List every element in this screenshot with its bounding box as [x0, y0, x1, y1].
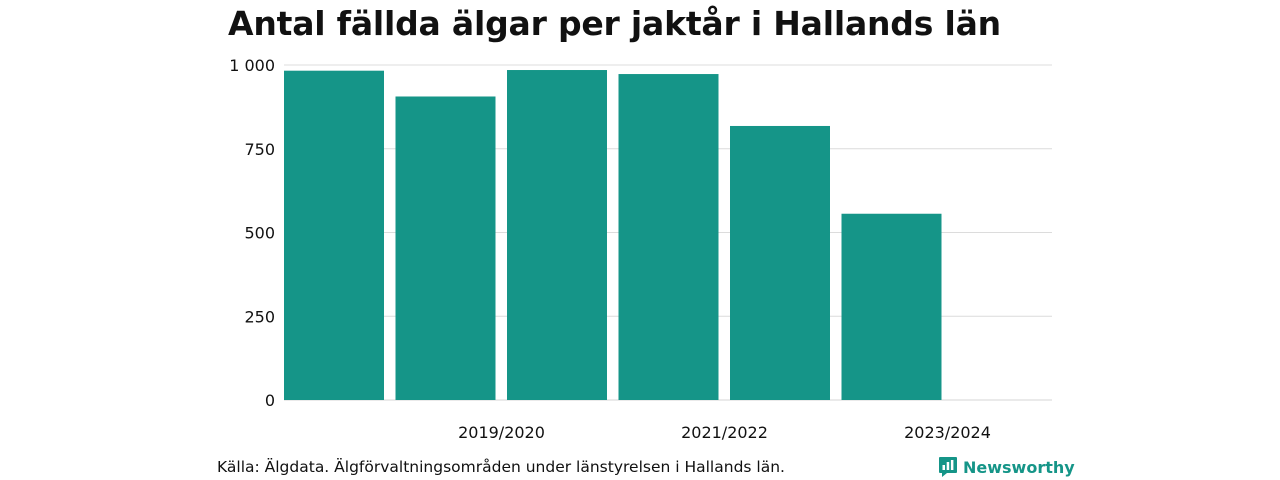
y-tick-label: 500: [244, 224, 275, 243]
bar: [507, 70, 607, 401]
bar: [841, 213, 942, 400]
chart-title: Antal fällda älgar per jaktår i Hallands…: [228, 4, 1001, 43]
bars: [284, 70, 942, 401]
bar-chart: 0 250 500 750 1 000 2019/2020 2021/2022 2023/2…: [229, 56, 1052, 442]
y-tick-label: 250: [244, 307, 275, 326]
bar: [395, 96, 496, 401]
y-tick-label: 0: [265, 391, 275, 410]
y-tick-label: 750: [244, 140, 275, 159]
x-tick-label: 2021/2022: [681, 423, 768, 442]
source-note: Källa: Älgdata. Älgförvaltningsområden u…: [217, 458, 785, 476]
bar: [284, 70, 384, 400]
brand: Newsworthy: [938, 456, 1075, 478]
x-tick-label: 2023/2024: [904, 423, 991, 442]
x-tick-label: 2019/2020: [458, 423, 545, 442]
bar: [730, 125, 830, 400]
bar: [618, 74, 719, 401]
x-axis-ticks: 2019/2020 2021/2022 2023/2024: [458, 423, 991, 442]
newsworthy-logo-icon: [939, 457, 957, 477]
y-axis-ticks: 0 250 500 750 1 000: [229, 56, 275, 410]
brand-name: Newsworthy: [963, 457, 1075, 477]
y-tick-label: 1 000: [229, 56, 275, 75]
